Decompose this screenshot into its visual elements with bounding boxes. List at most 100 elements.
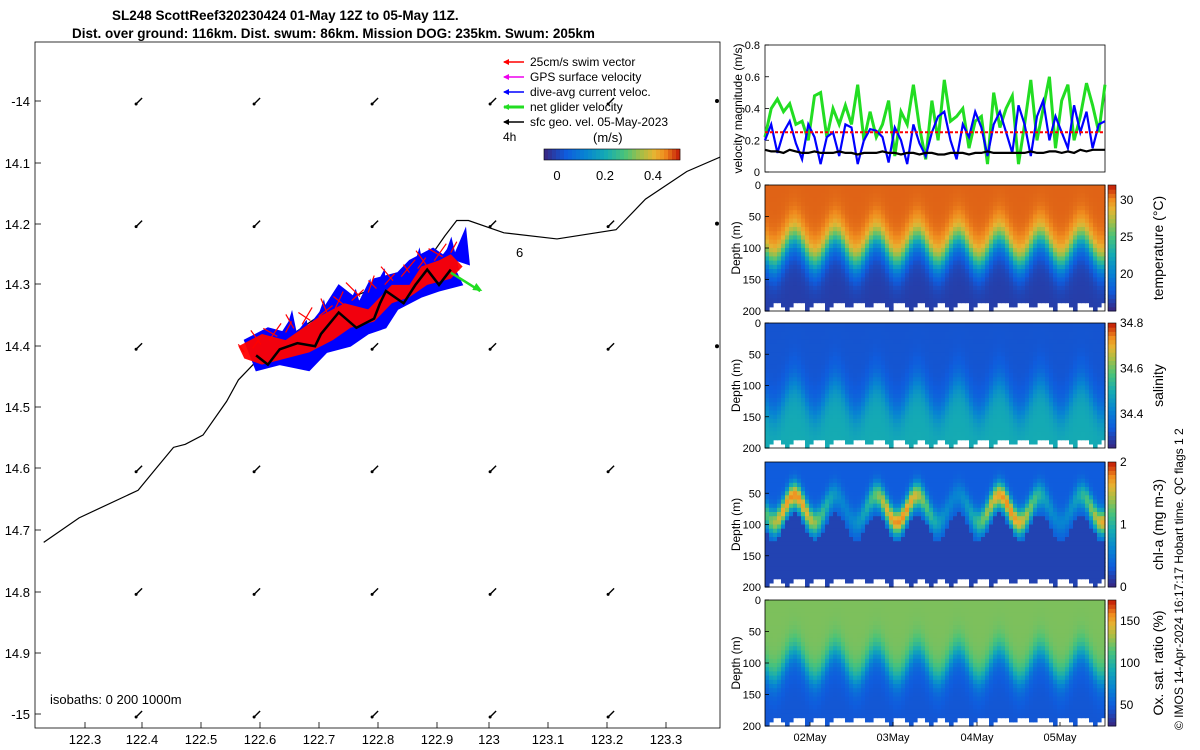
- heatmap-cell: [945, 364, 950, 370]
- heatmap-cell: [901, 360, 906, 366]
- heatmap-cell: [897, 227, 902, 232]
- heatmap-cell: [853, 410, 858, 416]
- heatmap-cell: [1057, 368, 1062, 374]
- heatmap-cell: [821, 210, 826, 215]
- heatmap-cell: [833, 185, 838, 190]
- heatmap-cell: [765, 189, 770, 194]
- heatmap-cell: [805, 227, 810, 232]
- heatmap-cell: [1013, 214, 1018, 220]
- heatmap-cell: [961, 393, 966, 399]
- heatmap-cell: [969, 197, 974, 203]
- heatmap-cell: [1069, 235, 1074, 241]
- heatmap-cell: [833, 368, 838, 374]
- heatmap-cell: [997, 277, 1002, 283]
- heatmap-cell: [941, 331, 946, 337]
- heatmap-cell: [1073, 418, 1078, 424]
- heatmap-cell: [1081, 269, 1086, 274]
- heatmap-cell: [981, 327, 986, 332]
- heatmap-cell: [825, 364, 830, 370]
- heatmap-cell: [933, 269, 938, 274]
- heatmap-cell: [813, 231, 818, 236]
- heatmap-cell: [825, 298, 830, 304]
- heatmap-cell: [977, 210, 982, 215]
- heatmap-cell: [1025, 435, 1030, 441]
- heatmap-cell: [1013, 431, 1018, 437]
- heatmap-cell: [833, 227, 838, 232]
- heatmap-colorbar-cell: [1108, 260, 1116, 266]
- heatmap-cell: [953, 206, 958, 211]
- heatmap-cell: [1057, 406, 1062, 412]
- heatmap-cell: [805, 377, 810, 382]
- heatmap-cell: [1065, 214, 1070, 220]
- heatmap-cell: [1021, 235, 1026, 241]
- heatmap-cell: [765, 197, 770, 203]
- heatmap-cell: [773, 435, 778, 441]
- heatmap-cell: [913, 185, 918, 190]
- heatmap-colorbar-cell: [1108, 306, 1116, 312]
- heatmap-cell: [929, 294, 934, 299]
- heatmap-cell: [1013, 206, 1018, 211]
- heatmap-cell: [1001, 290, 1006, 295]
- heatmap-cell: [781, 381, 786, 387]
- heatmap-cell: [793, 427, 798, 432]
- heatmap-cell: [873, 256, 878, 262]
- heatmap-cell: [793, 402, 798, 407]
- heatmap-cell: [1009, 264, 1014, 270]
- heatmap-cell: [1061, 323, 1066, 328]
- heatmap-cell: [929, 227, 934, 232]
- heatmap-cell: [769, 235, 774, 241]
- heatmap-cell: [857, 435, 862, 441]
- heatmap-cell: [1053, 285, 1058, 291]
- heatmap-cell: [1097, 189, 1102, 194]
- heatmap-cell: [929, 298, 934, 304]
- heatmap-cell: [1029, 339, 1034, 345]
- heatmap-cell: [853, 214, 858, 220]
- heatmap-cell: [993, 418, 998, 424]
- heatmap-cell: [865, 185, 870, 190]
- heatmap-cell: [933, 339, 938, 345]
- swim-vector: [333, 296, 344, 305]
- heatmap-cell: [797, 264, 802, 270]
- heatmap-cell: [941, 218, 946, 224]
- heatmap-cell: [929, 418, 934, 424]
- heatmap-cell: [765, 298, 770, 304]
- heatmap-cell: [869, 402, 874, 407]
- heatmap-cell: [945, 201, 950, 207]
- heatmap-cell: [993, 235, 998, 241]
- heatmap-cell: [1033, 427, 1038, 432]
- heatmap-cell: [873, 389, 878, 395]
- heatmap-cell: [973, 185, 978, 190]
- heatmap-cell: [1037, 323, 1042, 328]
- heatmap-cell: [893, 418, 898, 424]
- heatmap-cell: [997, 285, 1002, 291]
- heatmap-cell: [957, 368, 962, 374]
- heatmap-cell: [849, 218, 854, 224]
- heatmap-cell: [857, 356, 862, 362]
- heatmap-cell: [789, 218, 794, 224]
- heatmap-cell: [1041, 364, 1046, 370]
- colorbar-cell: [580, 149, 585, 160]
- heatmap-cell: [893, 423, 898, 428]
- heatmap-cell: [941, 273, 946, 278]
- heatmap-cell: [833, 256, 838, 262]
- heatmap-cell: [957, 335, 962, 341]
- heatmap-cell: [965, 273, 970, 278]
- heatmap-cell: [1081, 389, 1086, 395]
- heatmap-cell: [1033, 410, 1038, 416]
- heatmap-cell: [797, 364, 802, 370]
- heatmap-cell: [881, 185, 886, 190]
- heatmap-cell: [969, 356, 974, 362]
- heatmap-cell: [841, 431, 846, 437]
- heatmap-cell: [1025, 227, 1030, 232]
- heatmap-cell: [989, 377, 994, 382]
- heatmap-cell: [805, 302, 810, 308]
- heatmap-cell: [849, 402, 854, 407]
- heatmap-cell: [881, 389, 886, 395]
- heatmap-cell: [953, 269, 958, 274]
- heatmap-cell: [889, 410, 894, 416]
- heatmap-cell: [1045, 352, 1050, 357]
- heatmap-cell: [813, 264, 818, 270]
- geo-velocity-arrowhead: [606, 715, 610, 719]
- heatmap-cell: [869, 414, 874, 420]
- heatmap-cell: [817, 343, 822, 349]
